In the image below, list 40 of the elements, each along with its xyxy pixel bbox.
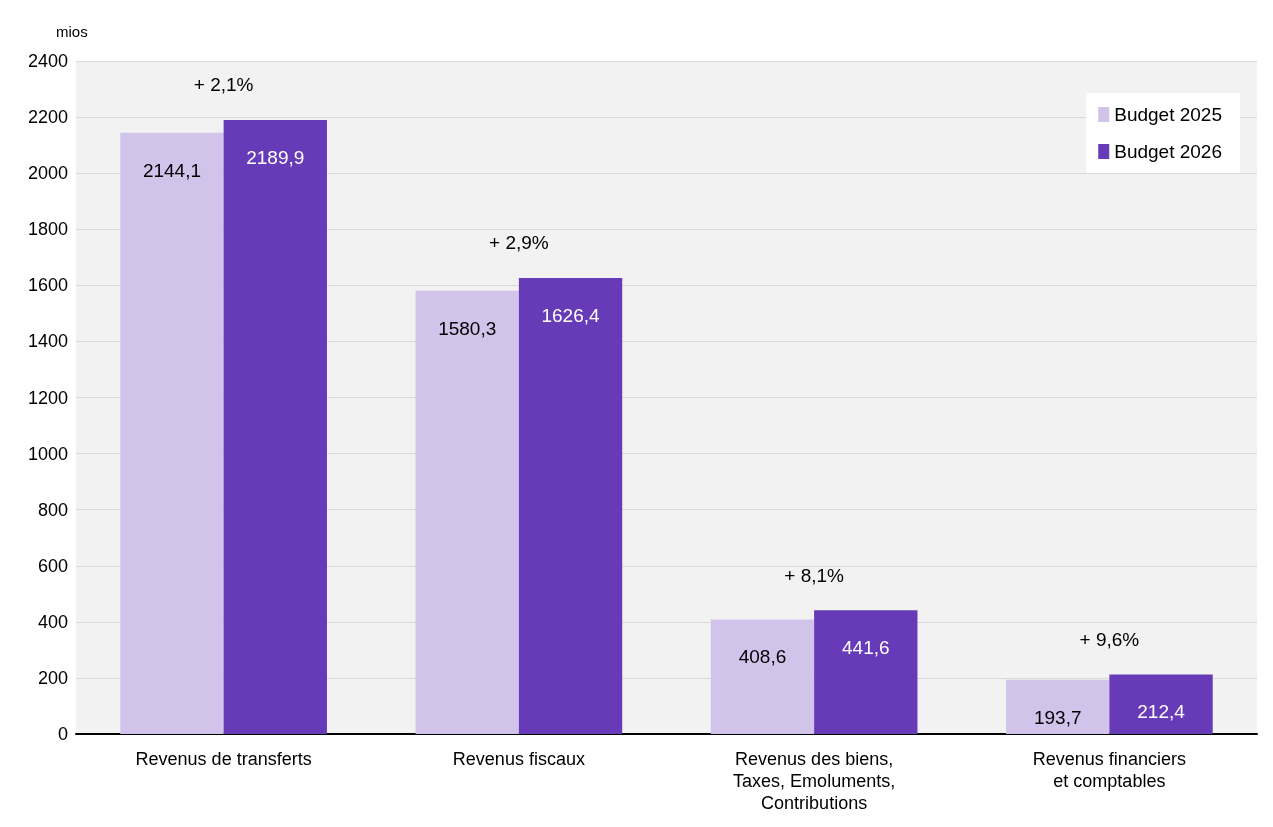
y-axis-title: mios — [56, 23, 88, 40]
y-tick-label: 200 — [37, 667, 68, 688]
y-tick-label: 1400 — [27, 331, 68, 352]
x-tick-label: Revenus des biens, Taxes, Emoluments, Contributions — [733, 749, 896, 813]
y-tick-label: 1000 — [27, 443, 68, 464]
bar — [710, 619, 815, 734]
y-tick-label: 1800 — [27, 219, 68, 240]
annotation: + 2,1% — [193, 74, 254, 96]
y-tick-label: 1600 — [27, 275, 68, 296]
y-tick-label: 400 — [37, 611, 68, 632]
y-tick-label: 2000 — [27, 163, 68, 184]
data-label: 1626,4 — [541, 304, 601, 326]
y-tick-label: 1200 — [27, 387, 68, 408]
y-tick-label: 600 — [37, 555, 68, 576]
x-tick-label: Revenus financiers et comptables — [1032, 749, 1186, 791]
bar — [223, 119, 327, 734]
bar — [1006, 679, 1110, 734]
bar — [120, 132, 224, 734]
bar — [1109, 674, 1213, 734]
bar — [814, 610, 918, 734]
annotation: + 8,1% — [784, 564, 845, 586]
data-label: 441,6 — [842, 637, 890, 659]
annotation: + 2,9% — [489, 232, 549, 254]
annotation: + 9,6% — [1079, 628, 1140, 650]
data-label: 408,6 — [738, 646, 787, 668]
x-tick-label: Revenus de transferts — [135, 749, 312, 769]
y-tick-label: 2400 — [27, 51, 68, 71]
y-tick-label: 2200 — [27, 107, 68, 128]
x-tick-label: Revenus fiscaux — [452, 749, 585, 769]
data-label: 193,7 — [1033, 706, 1082, 728]
data-label: 212,4 — [1137, 701, 1186, 723]
legend-label: Budget 2026 — [1114, 141, 1222, 162]
data-label: 1580,3 — [438, 317, 497, 339]
y-tick-label: 800 — [37, 499, 68, 520]
data-label: 2144,1 — [142, 159, 202, 181]
legend-label: Budget 2025 — [1114, 104, 1222, 125]
bar — [518, 277, 623, 734]
y-tick-label: 0 — [57, 724, 68, 744]
bar — [415, 290, 519, 734]
data-label: 2189,9 — [246, 146, 305, 168]
